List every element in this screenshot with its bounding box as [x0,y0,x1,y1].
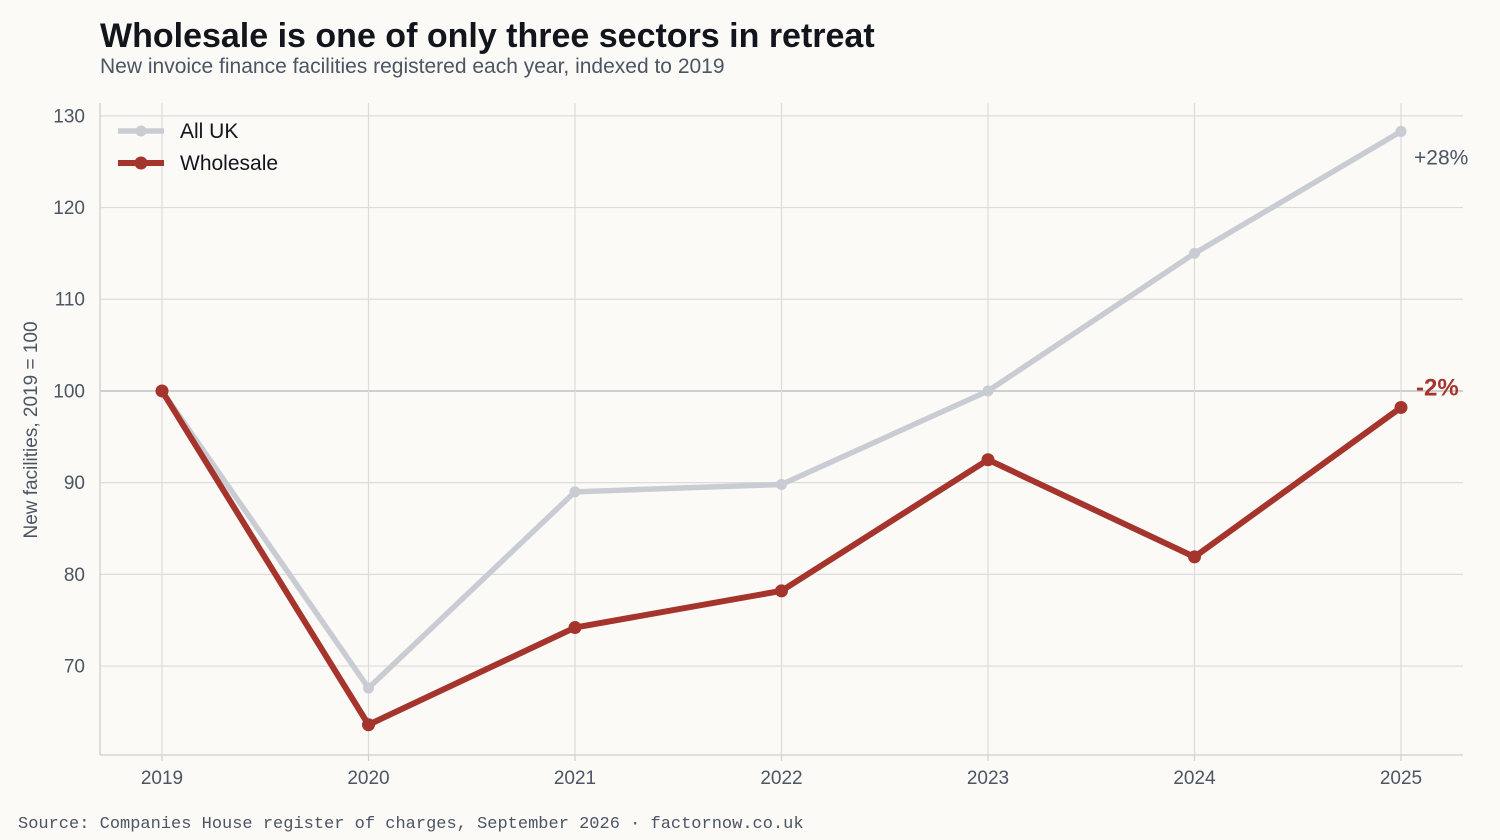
legend-label: Wholesale [180,152,278,175]
y-tick-label: 110 [55,290,85,311]
y-tick-label: 120 [53,198,85,219]
y-tick-label: 100 [53,381,85,402]
data-point-wholesale [1188,550,1201,564]
data-point-wholesale [1394,400,1408,414]
data-point-all-uk [776,478,787,490]
y-axis-label: New facilities, 2019 = 100 [21,321,42,538]
x-tick-label: 2021 [554,768,596,789]
legend-item-all-uk: All UK [118,120,238,143]
chart-subtitle: New invoice finance facilities registere… [100,55,725,78]
data-point-wholesale [981,453,995,467]
x-gridlines [161,103,1402,755]
series-layer: +28% -2% [155,125,1468,732]
legend-label: All UK [180,120,238,143]
x-tick-label: 2022 [760,768,802,789]
legend: All UK Wholesale [118,120,278,175]
data-point-wholesale [362,718,375,732]
x-tick-label: 2024 [1173,768,1216,789]
x-tick-label: 2020 [347,768,389,789]
y-tick-label: 130 [53,106,85,127]
x-tick-label: 2025 [1380,768,1422,789]
data-point-wholesale [568,621,582,635]
data-point-wholesale [775,584,788,598]
x-tick-label: 2023 [967,768,1009,789]
data-point-all-uk [1395,125,1407,137]
legend-item-wholesale: Wholesale [118,152,278,175]
data-point-all-uk [569,486,581,498]
y-tick-label: 90 [64,473,85,494]
x-tick-label: 2019 [141,768,183,789]
legend-marker [134,156,148,170]
legend-marker [135,125,147,137]
chart-title: Wholesale is one of only three sectors i… [100,17,875,55]
axes [99,103,1463,761]
data-point-all-uk [1189,247,1200,259]
series-wholesale: -2% [155,374,1459,732]
data-point-all-uk [982,385,994,397]
y-tick-labels: 70 80 90 100 110 120 130 [53,106,85,677]
y-tick-label: 80 [64,565,85,586]
y-tick-label: 70 [64,657,85,678]
data-point-wholesale [155,384,169,398]
end-label-wholesale: -2% [1416,374,1459,401]
end-label-all-uk: +28% [1414,146,1468,169]
x-tick-labels: 2019 2020 2021 2022 2023 2024 2025 [141,768,1422,789]
series-all-uk: +28% [156,125,1468,694]
source-note: Source: Companies House register of char… [18,815,804,834]
data-point-all-uk [363,682,374,694]
